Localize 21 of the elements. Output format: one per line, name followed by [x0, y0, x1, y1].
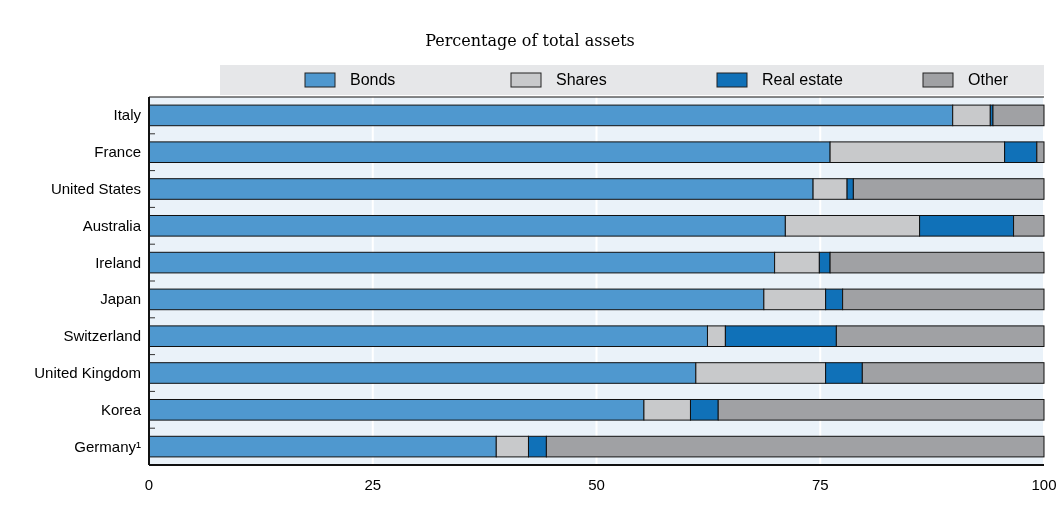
x-tick-label: 25 [364, 476, 382, 493]
y-tick-label: Germany¹ [74, 437, 141, 455]
chart-subtitle: Percentage of total assets [425, 31, 635, 50]
y-tick-label: Switzerland [63, 327, 141, 345]
y-tick-label: United Kingdom [34, 364, 141, 381]
y-tick-label: Korea [100, 400, 142, 418]
y-tick-label: Japan [100, 290, 141, 308]
legend-label: Bonds [350, 71, 396, 88]
y-tick-label: Australia [82, 216, 142, 234]
x-tick-label: 0 [144, 476, 154, 493]
y-tick-label: Italy [113, 106, 142, 124]
x-tick-label: 75 [811, 476, 829, 493]
y-tick-label: Ireland [95, 253, 141, 271]
x-tick-label: 100 [1031, 476, 1057, 493]
x-tick-label: 50 [588, 476, 605, 493]
legend-label: Other [968, 71, 1009, 88]
y-tick-label: United States [50, 180, 141, 197]
bar [992, 104, 1045, 127]
legend-label: Real estate [762, 71, 844, 88]
legend-label: Shares [556, 71, 607, 88]
y-tick-label: France [94, 143, 141, 161]
